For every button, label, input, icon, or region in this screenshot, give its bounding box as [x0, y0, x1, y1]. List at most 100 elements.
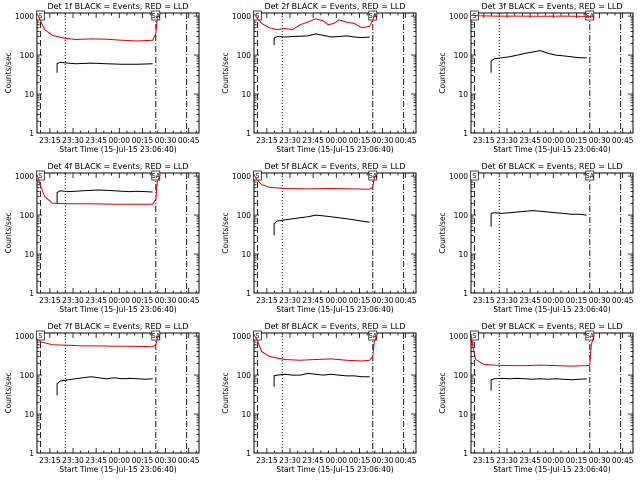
- x-tick-label: 23:30: [62, 296, 84, 305]
- marker-box: [368, 170, 378, 181]
- x-tick-label: 00:45: [612, 456, 634, 465]
- panel-title: Det 4f BLACK = Events, RED = LLD: [47, 162, 188, 171]
- panel-title: Det 7f BLACK = Events, RED = LLD: [47, 322, 188, 331]
- marker-box: [585, 170, 595, 181]
- marker-box: [585, 10, 595, 21]
- x-tick-label: 23:15: [473, 456, 495, 465]
- marker-box-label: SA: [152, 332, 161, 340]
- series-events-line: [273, 214, 370, 236]
- marker-box-label: SA: [152, 12, 161, 20]
- plot-frame: [253, 12, 417, 134]
- x-tick-label: 00:00: [325, 456, 347, 465]
- y-tick-label: 100: [454, 371, 469, 380]
- x-tick-label: 23:30: [496, 136, 518, 145]
- y-tick-label: 1: [246, 449, 251, 458]
- marker-box-label: S: [38, 172, 42, 180]
- marker-box: [151, 330, 161, 341]
- x-axis-label: Start Time (15-Jul-15 23:06:40): [276, 145, 393, 154]
- y-tick-label: 100: [237, 211, 252, 220]
- series-lld-line: [36, 333, 161, 348]
- panel-det-7: Det 7f BLACK = Events, RED = LLD 1 10 100 10…: [4, 322, 200, 474]
- series-lld-line: [253, 13, 378, 31]
- panel-det-3: Det 3f BLACK = Events, RED = LLD 1 10 100 10…: [438, 2, 634, 154]
- y-tick-label: 10: [458, 250, 468, 259]
- x-tick-label: 23:15: [39, 456, 61, 465]
- marker-box-label: S: [472, 172, 476, 180]
- y-tick-label: 1000: [15, 172, 34, 181]
- x-tick-label: 00:45: [178, 296, 200, 305]
- panel-det-8: Det 8f BLACK = Events, RED = LLD 1 10 100 10…: [221, 322, 417, 474]
- series-lld-line: [36, 13, 161, 42]
- marker-box-label: SA: [369, 332, 378, 340]
- y-tick-label: 1000: [449, 172, 468, 181]
- marker-box: [151, 10, 161, 21]
- plot-frame: [36, 172, 200, 294]
- x-tick-label: 00:45: [178, 456, 200, 465]
- marker-box-label: S: [255, 332, 259, 340]
- series-lld-line: [253, 173, 378, 190]
- series-events-line: [56, 61, 153, 73]
- y-axis-label: Counts/sec: [221, 52, 230, 93]
- x-tick-label: 00:45: [395, 296, 417, 305]
- panel-det-2: Det 2f BLACK = Events, RED = LLD 1 10 100 10…: [221, 2, 417, 154]
- x-tick-label: 23:45: [85, 456, 107, 465]
- series-events-line: [56, 376, 153, 396]
- x-tick-label: 00:15: [132, 136, 154, 145]
- x-axis-label: Start Time (15-Jul-15 23:06:40): [276, 305, 393, 314]
- panel-title: Det 1f BLACK = Events, RED = LLD: [47, 2, 188, 11]
- y-tick-label: 100: [454, 51, 469, 60]
- marker-box: [36, 330, 45, 341]
- x-tick-label: 23:45: [519, 136, 541, 145]
- x-tick-label: 23:30: [496, 296, 518, 305]
- x-tick-label: 00:30: [155, 136, 177, 145]
- x-tick-label: 00:00: [108, 296, 130, 305]
- series-lld-line: [470, 14, 595, 17]
- x-tick-label: 23:30: [62, 456, 84, 465]
- x-tick-label: 00:15: [349, 136, 371, 145]
- x-axis-label: Start Time (15-Jul-15 23:06:40): [59, 465, 176, 474]
- x-tick-label: 00:30: [589, 456, 611, 465]
- panel-det-4: Det 4f BLACK = Events, RED = LLD 1 10 100 10…: [4, 162, 200, 314]
- plot-frame: [36, 12, 200, 134]
- x-tick-label: 00:45: [178, 136, 200, 145]
- x-tick-label: 23:30: [279, 296, 301, 305]
- x-tick-label: 00:00: [542, 456, 564, 465]
- x-tick-label: 23:15: [39, 296, 61, 305]
- marker-box-label: S: [38, 12, 42, 20]
- y-tick-label: 1: [463, 129, 468, 138]
- series-events-line: [273, 33, 370, 46]
- x-tick-label: 23:45: [302, 296, 324, 305]
- y-tick-label: 10: [458, 410, 468, 419]
- series-events-line: [490, 377, 587, 391]
- x-axis-label: Start Time (15-Jul-15 23:06:40): [493, 305, 610, 314]
- y-tick-label: 100: [20, 211, 35, 220]
- series-lld-line: [470, 333, 595, 367]
- y-tick-label: 1: [29, 129, 34, 138]
- x-tick-label: 23:45: [85, 296, 107, 305]
- y-axis-label: Counts/sec: [438, 212, 447, 253]
- x-tick-label: 00:30: [589, 136, 611, 145]
- panel-title: Det 5f BLACK = Events, RED = LLD: [264, 162, 405, 171]
- marker-box: [36, 170, 45, 181]
- y-tick-label: 100: [20, 51, 35, 60]
- x-tick-label: 00:15: [349, 296, 371, 305]
- y-tick-label: 10: [241, 250, 251, 259]
- y-tick-label: 100: [20, 371, 35, 380]
- plot-frame: [470, 12, 634, 134]
- y-tick-label: 10: [24, 410, 34, 419]
- series-events-line: [490, 210, 587, 227]
- marker-box-label: S: [255, 172, 259, 180]
- marker-box-label: SA: [586, 172, 595, 180]
- marker-box-label: SA: [369, 12, 378, 20]
- x-tick-label: 23:15: [39, 136, 61, 145]
- x-axis-label: Start Time (15-Jul-15 23:06:40): [276, 465, 393, 474]
- x-tick-label: 23:45: [519, 296, 541, 305]
- x-tick-label: 00:30: [155, 456, 177, 465]
- x-tick-label: 00:00: [108, 136, 130, 145]
- marker-box-label: S: [255, 12, 259, 20]
- marker-box: [470, 330, 479, 341]
- y-tick-label: 1: [463, 289, 468, 298]
- marker-box-label: S: [472, 332, 476, 340]
- series-events-line: [56, 189, 153, 204]
